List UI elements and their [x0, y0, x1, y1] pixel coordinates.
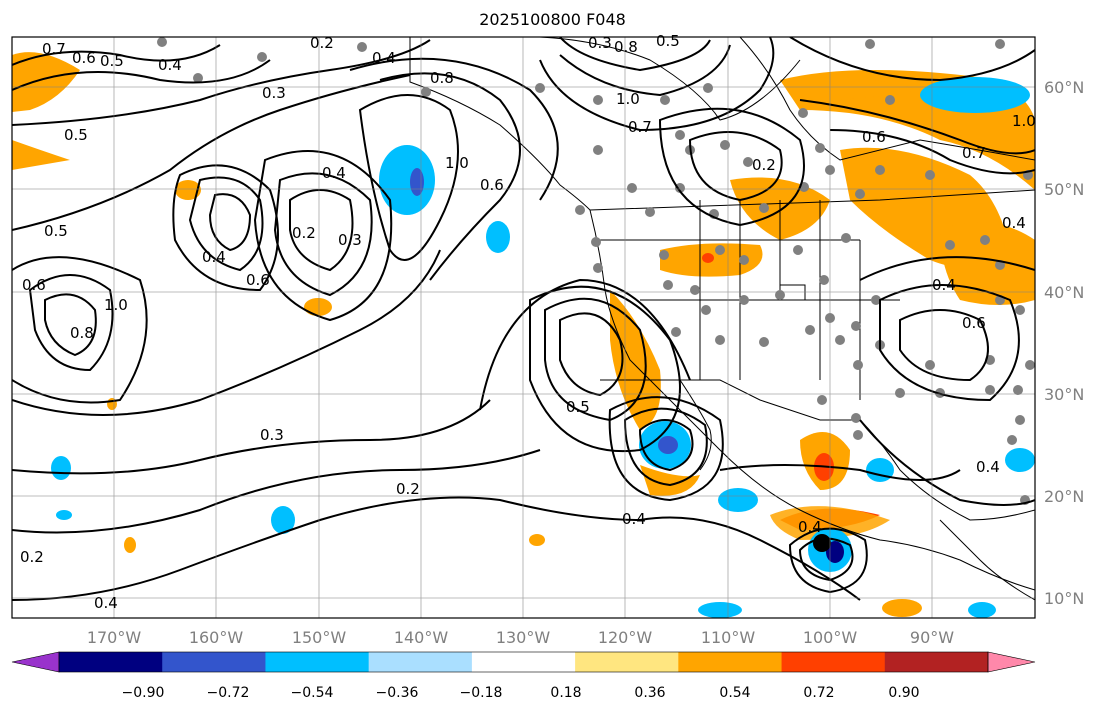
colorbar-tick-label: −0.72: [207, 685, 250, 701]
lon-label: 130°W: [496, 628, 551, 647]
contour-labels: 0.7 0.6 0.5 0.4 0.3 0.2 0.4 0.8 1.0 0.5 …: [20, 32, 1036, 612]
contour-label: 0.4: [158, 56, 182, 74]
lat-label: 30°N: [1044, 385, 1084, 404]
longitude-labels: 170°W 160°W 150°W 140°W 130°W 120°W 110°…: [87, 628, 954, 647]
contour-label: 0.8: [614, 38, 638, 56]
lon-label: 90°W: [910, 628, 954, 647]
contour-label: 0.6: [72, 49, 96, 67]
contour-label: 0.4: [622, 510, 646, 528]
lat-label: 50°N: [1044, 180, 1084, 199]
plot-title: 2025100800 F048: [479, 10, 626, 29]
colorbar-extend-high: [987, 651, 1036, 673]
contour-label: 0.7: [962, 144, 986, 162]
contour-label: 0.6: [862, 128, 886, 146]
lon-label: 170°W: [87, 628, 142, 647]
colorbar-tick-label: 0.36: [634, 685, 665, 701]
colorbar-tick-label: −0.36: [376, 685, 419, 701]
lat-label: 10°N: [1044, 589, 1084, 608]
colorbar-segment: [368, 652, 473, 672]
lon-label: 100°W: [803, 628, 858, 647]
contour-label: 0.2: [20, 548, 44, 566]
contour-label: 0.4: [798, 518, 822, 536]
colorbar: [11, 651, 1036, 673]
grid-lines: [12, 37, 1035, 618]
station-dots: [157, 37, 1035, 505]
contour-lines: [12, 37, 1035, 601]
contour-label: 0.6: [22, 276, 46, 294]
lat-label: 40°N: [1044, 283, 1084, 302]
contour-label: 1.0: [1012, 112, 1036, 130]
contour-label: 0.6: [246, 271, 270, 289]
contour-label: 0.4: [202, 248, 226, 266]
contour-label: 0.4: [372, 49, 396, 67]
lon-label: 150°W: [292, 628, 347, 647]
contour-label: 0.3: [588, 34, 612, 52]
colorbar-segment: [162, 652, 266, 672]
contour-label: 0.4: [322, 164, 346, 182]
contour-label: 0.4: [94, 594, 118, 612]
contour-label: 0.2: [292, 224, 316, 242]
colorbar-segment: [781, 652, 886, 672]
lat-label: 20°N: [1044, 487, 1084, 506]
contour-label: 0.4: [932, 276, 956, 294]
contour-label: 0.5: [100, 52, 124, 70]
contour-label: 0.3: [260, 426, 284, 444]
colorbar-tick-label: −0.90: [122, 685, 165, 701]
colorbar-extend-low: [11, 651, 60, 673]
contour-label: 0.3: [262, 84, 286, 102]
contour-label: 0.6: [962, 314, 986, 332]
colorbar-frame: [58, 651, 989, 673]
latitude-labels: 60°N 50°N 40°N 30°N 20°N 10°N: [1044, 78, 1084, 608]
colorbar-tick-labels: −0.90 −0.72 −0.54 −0.36 −0.18 0.18 0.36 …: [122, 685, 920, 701]
contour-label: 0.7: [42, 40, 66, 58]
colorbar-tick-label: 0.54: [719, 685, 750, 701]
contour-label: 0.3: [338, 231, 362, 249]
colorbar-segment: [678, 652, 783, 672]
contour-label: 0.2: [310, 34, 334, 52]
contour-label: 0.4: [976, 458, 1000, 476]
colorbar-tick-label: −0.18: [460, 685, 503, 701]
colorbar-tick-label: −0.54: [291, 685, 334, 701]
lon-label: 140°W: [394, 628, 449, 647]
contour-label: 1.0: [445, 154, 469, 172]
contour-label: 1.0: [616, 90, 640, 108]
contour-label: 0.2: [752, 156, 776, 174]
colorbar-segment: [884, 652, 989, 672]
lat-label: 60°N: [1044, 78, 1084, 97]
contour-label: 0.8: [70, 324, 94, 342]
storm-center-marker: [813, 534, 831, 552]
contour-label: 1.0: [104, 296, 128, 314]
colorbar-segment: [265, 652, 370, 672]
contour-label: 0.5: [656, 32, 680, 50]
map-frame: [11, 36, 1036, 619]
contour-label: 0.5: [44, 222, 68, 240]
contour-label: 0.5: [64, 126, 88, 144]
contour-label: 0.7: [628, 118, 652, 136]
colorbar-tick-label: 0.72: [803, 685, 834, 701]
colorbar-segment: [575, 652, 679, 672]
colorbar-tick-label: 0.18: [550, 685, 581, 701]
lon-label: 120°W: [598, 628, 653, 647]
contour-label: 0.5: [566, 398, 590, 416]
contour-label: 0.8: [430, 69, 454, 87]
colorbar-segment: [59, 652, 163, 672]
lon-label: 110°W: [701, 628, 756, 647]
colorbar-tick-label: 0.90: [888, 685, 919, 701]
lon-label: 160°W: [189, 628, 244, 647]
contour-label: 0.2: [396, 480, 420, 498]
colorbar-segment: [471, 652, 576, 672]
contour-label: 0.4: [1002, 214, 1026, 232]
map-background: [12, 37, 1035, 618]
contour-label: 0.6: [480, 176, 504, 194]
